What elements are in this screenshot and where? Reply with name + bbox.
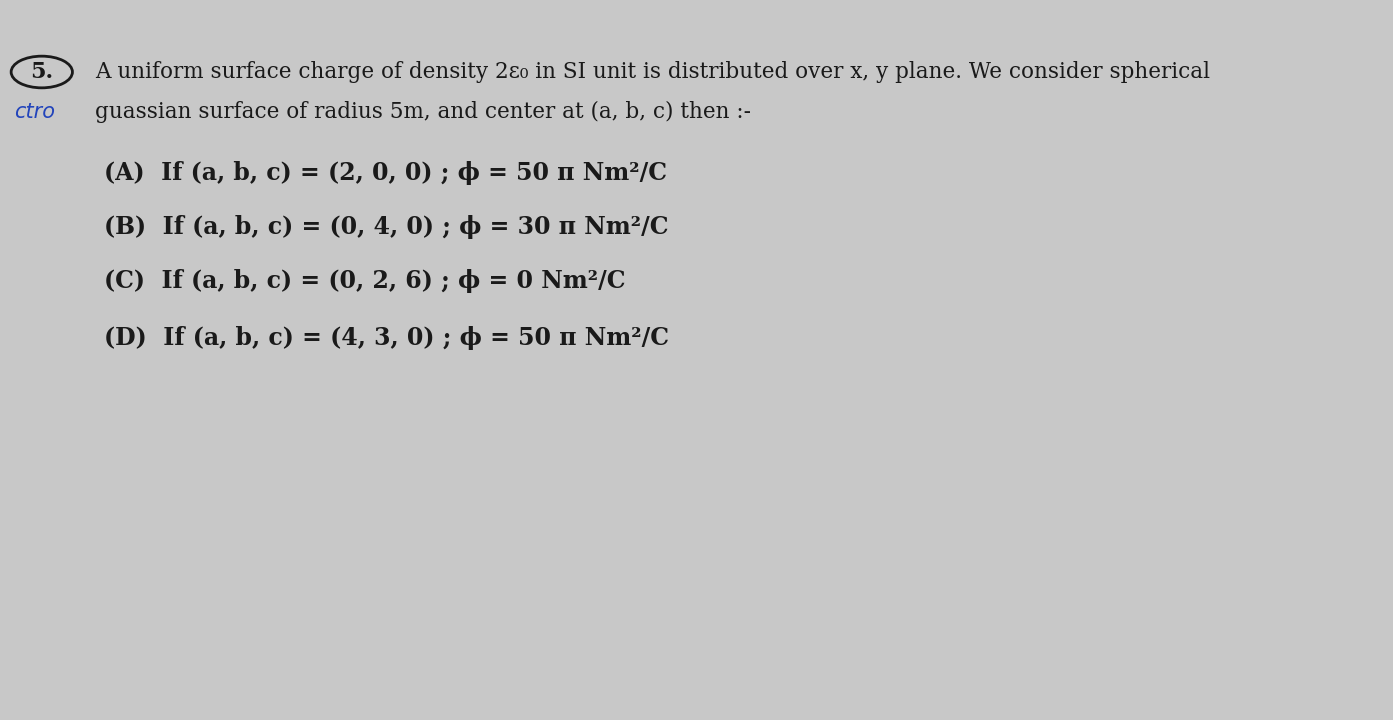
Text: (D)  If (a, b, c) = (4, 3, 0) ; ϕ = 50 π Nm²/C: (D) If (a, b, c) = (4, 3, 0) ; ϕ = 50 π … [104,326,670,351]
Text: A uniform surface charge of density 2ε₀ in SI unit is distributed over x, y plan: A uniform surface charge of density 2ε₀ … [95,61,1209,83]
Text: guassian surface of radius 5m, and center at (a, b, c) then :-: guassian surface of radius 5m, and cente… [95,101,751,122]
Text: 5.: 5. [31,61,53,83]
Text: ctro: ctro [14,102,54,122]
Text: (A)  If (a, b, c) = (2, 0, 0) ; ϕ = 50 π Nm²/C: (A) If (a, b, c) = (2, 0, 0) ; ϕ = 50 π … [104,161,667,185]
Text: (B)  If (a, b, c) = (0, 4, 0) ; ϕ = 30 π Nm²/C: (B) If (a, b, c) = (0, 4, 0) ; ϕ = 30 π … [104,215,669,239]
Text: (C)  If (a, b, c) = (0, 2, 6) ; ϕ = 0 Nm²/C: (C) If (a, b, c) = (0, 2, 6) ; ϕ = 0 Nm²… [104,269,625,293]
